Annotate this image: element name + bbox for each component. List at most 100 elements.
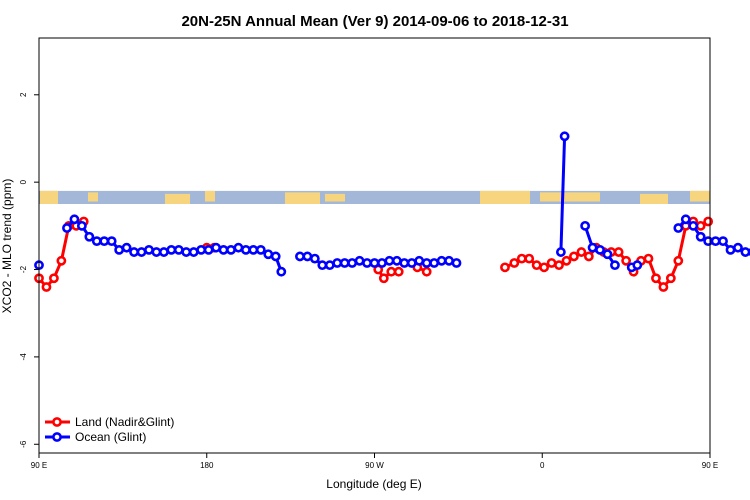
data-point xyxy=(632,260,643,271)
data-point xyxy=(386,266,397,277)
data-point xyxy=(559,131,570,142)
data-point xyxy=(144,244,154,255)
data-point xyxy=(173,244,184,255)
map-band-land xyxy=(165,193,190,204)
data-point xyxy=(369,258,380,268)
data-point xyxy=(516,253,527,264)
y-axis: 2 0 -2 -4 -6 xyxy=(19,92,39,448)
map-band-land xyxy=(325,193,345,202)
data-point xyxy=(218,244,229,255)
series-ocean xyxy=(34,131,750,277)
y-tick-label: -6 xyxy=(19,440,28,448)
data-point xyxy=(84,231,95,242)
legend-marker xyxy=(52,432,62,442)
data-point xyxy=(248,244,259,255)
data-point xyxy=(339,258,350,268)
map-band-land xyxy=(285,192,320,204)
data-point xyxy=(695,231,706,242)
x-axis: 90 E 180 90 W 0 90 E xyxy=(31,453,718,470)
data-point xyxy=(41,282,52,292)
y-tick-label: 0 xyxy=(19,179,28,184)
data-point xyxy=(362,258,372,268)
data-point xyxy=(561,255,572,266)
data-point xyxy=(531,260,542,271)
data-point xyxy=(136,247,147,257)
data-point xyxy=(451,258,462,268)
data-point xyxy=(429,258,440,268)
legend: Land (Nadir&Glint)Ocean (Glint) xyxy=(45,415,174,444)
legend-entry: Ocean (Glint) xyxy=(75,430,146,444)
series-line xyxy=(559,136,567,253)
chart-title: 20N-25N Annual Mean (Ver 9) 2014-09-06 t… xyxy=(181,13,568,30)
map-band-ocean xyxy=(39,190,710,204)
data-point xyxy=(49,273,59,284)
data-point xyxy=(406,258,417,268)
data-point xyxy=(129,247,139,257)
data-point xyxy=(740,247,750,257)
data-point xyxy=(196,244,207,255)
data-point xyxy=(114,244,125,255)
data-point xyxy=(555,247,566,257)
series-layer xyxy=(34,131,750,292)
data-point xyxy=(583,251,594,262)
data-point xyxy=(554,260,564,271)
data-point xyxy=(226,244,236,255)
data-point xyxy=(203,244,214,255)
x-tick-label: 90 E xyxy=(31,461,47,470)
map-band xyxy=(39,190,710,204)
data-point xyxy=(276,266,287,277)
x-tick-label: 90 E xyxy=(702,461,718,470)
data-point xyxy=(188,247,199,257)
data-point xyxy=(680,214,691,225)
data-point xyxy=(378,273,389,284)
data-point xyxy=(62,223,72,233)
data-point xyxy=(421,258,432,268)
data-point xyxy=(539,262,550,273)
data-point xyxy=(688,220,699,231)
data-point xyxy=(725,244,736,255)
legend-entry: Land (Nadir&Glint) xyxy=(75,415,174,429)
map-band-land xyxy=(640,193,668,204)
data-point xyxy=(76,220,87,231)
data-point xyxy=(69,214,80,225)
y-tick-label: -4 xyxy=(19,353,28,361)
map-band-land xyxy=(205,190,215,202)
data-point xyxy=(613,247,624,257)
x-tick-label: 90 W xyxy=(365,461,384,470)
map-band-land xyxy=(480,190,530,204)
data-point xyxy=(444,255,454,266)
data-point xyxy=(587,242,598,253)
data-point xyxy=(621,255,632,266)
y-tick-label: -2 xyxy=(19,265,28,273)
data-point xyxy=(166,244,177,255)
data-point xyxy=(414,255,425,266)
data-point xyxy=(91,236,102,247)
data-point xyxy=(270,251,281,262)
data-point xyxy=(718,236,728,247)
data-point xyxy=(580,220,591,231)
data-point xyxy=(295,251,305,262)
data-point xyxy=(181,247,192,257)
x-tick-label: 0 xyxy=(540,461,545,470)
data-point xyxy=(255,244,266,255)
map-band-land xyxy=(690,190,710,202)
data-point xyxy=(309,253,320,264)
y-axis-label: XCO2 - MLO trend (ppm) xyxy=(0,179,14,314)
data-point xyxy=(524,253,535,264)
map-band-land xyxy=(88,192,98,202)
legend-marker xyxy=(52,417,62,427)
data-point xyxy=(211,242,221,253)
data-point xyxy=(569,251,579,262)
map-band-land xyxy=(540,192,600,202)
data-point xyxy=(602,249,613,260)
data-point xyxy=(665,273,676,284)
data-point xyxy=(595,244,605,255)
data-point xyxy=(384,255,395,266)
data-point xyxy=(703,216,714,227)
data-point xyxy=(263,249,274,260)
data-point xyxy=(710,236,721,247)
data-point xyxy=(658,282,669,292)
data-point xyxy=(733,242,743,253)
data-point xyxy=(332,258,343,268)
